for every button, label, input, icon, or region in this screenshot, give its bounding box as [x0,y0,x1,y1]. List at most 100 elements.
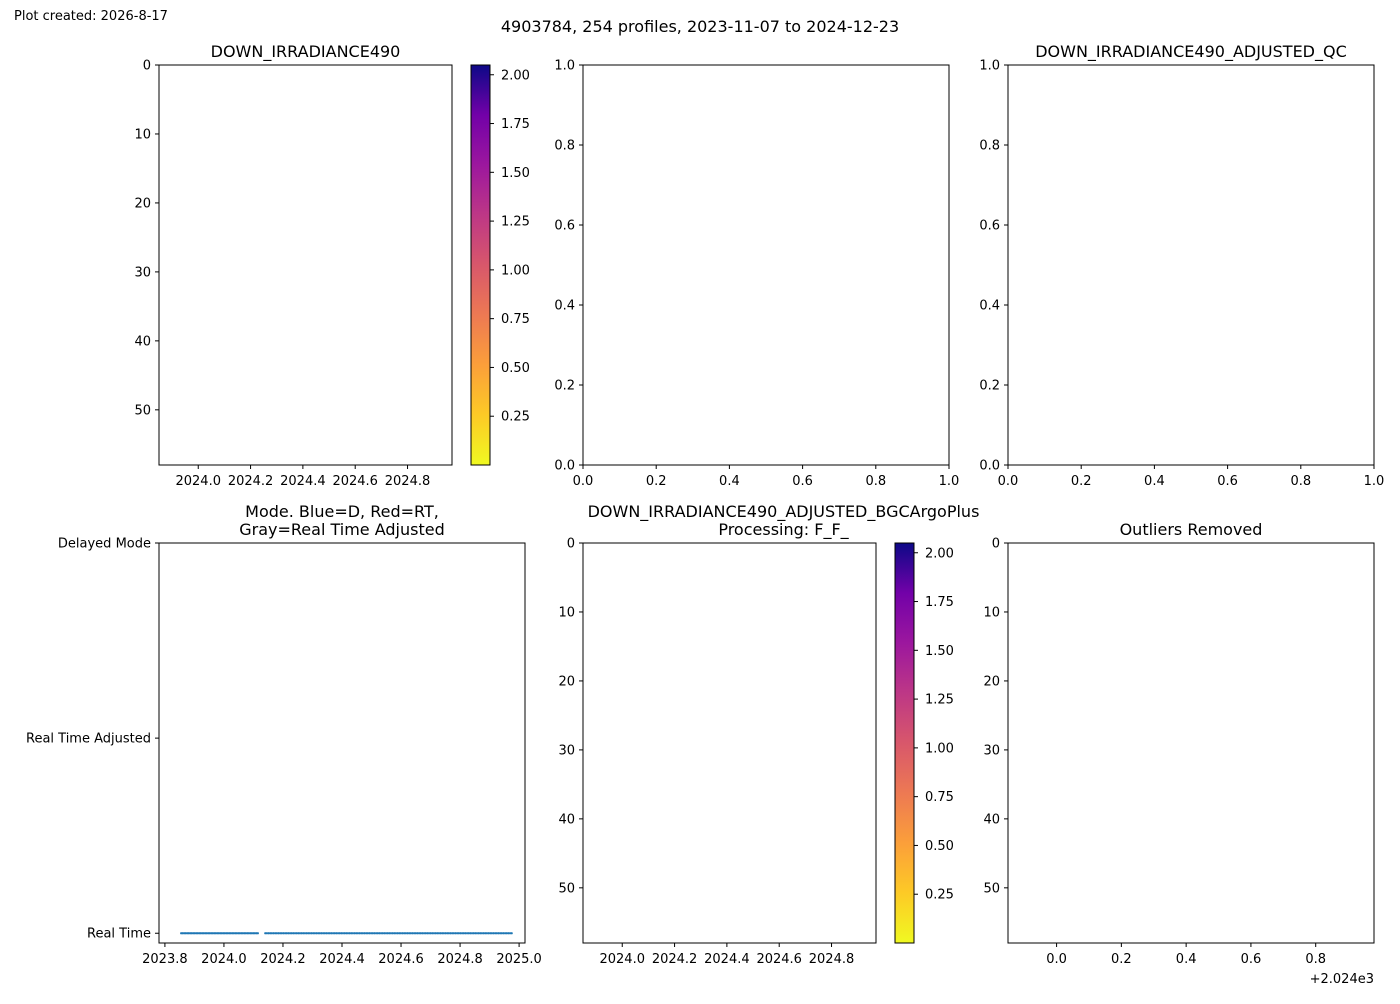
data-point [219,932,222,935]
data-point [424,932,427,935]
data-point [409,932,412,935]
data-point [470,932,474,935]
data-point [421,932,424,935]
data-point [416,932,419,935]
y-tick-label: Delayed Mode [58,537,151,552]
y-tick-label: 30 [134,265,151,280]
x-tick-label: 0.0 [1046,952,1067,967]
x-tick-label: 0.4 [1176,952,1197,967]
data-point [252,932,255,935]
y-tick-label: 20 [134,196,151,211]
data-point [474,932,477,935]
data-point [308,932,312,935]
data-point [462,932,465,935]
data-point [265,932,269,935]
colorbar-tick-label: 1.00 [925,741,954,756]
data-point [477,932,480,935]
x-tick-label: 2024.2 [228,474,274,489]
data-point [368,932,371,935]
data-point [256,932,259,935]
data-point [340,932,343,935]
data-point [280,932,283,935]
data-point [381,932,384,935]
data-point [485,932,489,935]
y-tick-label: 40 [134,334,151,349]
data-point [351,932,355,935]
data-point [293,932,297,935]
data-point [434,932,437,935]
x-tick-label: 0.2 [1111,952,1132,967]
x-tick-label: 0.8 [1305,952,1326,967]
data-point [355,932,358,935]
data-point [232,932,235,935]
x-tick-label: 2024.2 [260,952,306,967]
chart-title-line: DOWN_IRRADIANCE490_ADJUSTED_BGCArgoPlus [588,502,980,522]
data-point [345,932,348,935]
data-point [313,932,316,935]
data-point [413,932,416,935]
data-point [383,932,386,935]
chart-title-line: Mode. Blue=D, Red=RT, [245,502,439,521]
x-tick-label: 0.4 [1144,474,1165,489]
data-point [464,932,467,935]
data-point [469,932,472,935]
axes-frame [582,542,877,944]
data-point [373,932,376,935]
colorbar-tick-label: 0.75 [501,312,530,327]
data-point [358,932,361,935]
x-tick-label: 0.8 [865,474,886,489]
data-point [336,932,340,935]
data-point [269,932,272,935]
data-point [389,932,393,935]
data-point [507,932,510,935]
data-point [484,932,487,935]
data-point [201,932,204,935]
x-tick-label: 2025.0 [496,952,542,967]
data-point [272,932,275,935]
data-point [297,932,300,935]
data-point [360,932,363,935]
data-point [432,932,436,935]
x-tick-label: 0.8 [1290,474,1311,489]
colorbar-tick-label: 1.00 [501,263,530,278]
x-tick-label: 0.6 [1241,952,1262,967]
y-tick-label: 40 [983,812,1000,827]
data-point [317,932,320,935]
data-point [284,932,287,935]
colorbar-tick-label: 1.25 [925,693,954,708]
data-point [325,932,328,935]
data-point [403,932,406,935]
colorbar-tick-label: 0.25 [925,888,954,903]
data-point [330,932,333,935]
data-point [343,932,346,935]
data-point [427,932,431,935]
data-point [190,932,193,935]
colorbar [894,542,915,944]
y-tick-label: 30 [558,743,575,758]
x-tick-label: 2024.2 [652,952,698,967]
data-point [229,932,232,935]
data-point [499,932,502,935]
data-point [452,932,455,935]
data-point [348,932,351,935]
data-point [327,932,330,935]
data-point [480,932,484,935]
y-tick-label: 0.0 [554,459,575,474]
colorbar-tick-label: 0.25 [501,410,530,425]
data-point [204,932,207,935]
data-point [322,932,325,935]
data-point [451,932,454,935]
data-point [494,932,497,935]
x-tick-label: 2023.8 [142,952,188,967]
x-tick-label: 0.6 [792,474,813,489]
y-tick-label: 50 [134,403,151,418]
data-point [335,932,338,935]
data-point [279,932,282,935]
data-point [341,932,345,935]
data-point [277,932,280,935]
colorbar-tick-label: 2.00 [925,546,954,561]
data-point [198,932,201,935]
y-tick-label: 0.2 [979,379,1000,394]
data-point [238,932,241,935]
data-point [475,932,479,935]
